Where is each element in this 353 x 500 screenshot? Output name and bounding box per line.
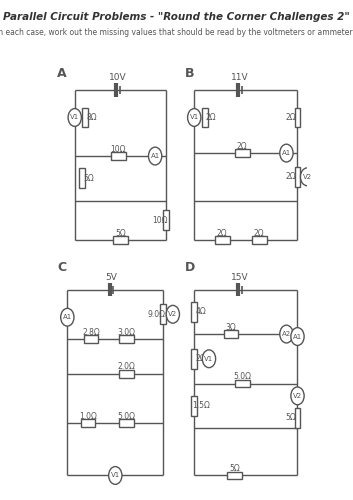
Text: V2: V2 xyxy=(168,312,178,318)
Circle shape xyxy=(61,308,74,326)
Bar xyxy=(84,335,98,343)
Text: 2.0Ω: 2.0Ω xyxy=(118,362,135,371)
Bar xyxy=(113,236,128,244)
Text: 2Ω: 2Ω xyxy=(286,172,296,182)
Bar xyxy=(160,304,166,324)
Text: 2Ω: 2Ω xyxy=(286,113,296,122)
Text: 1.5Ω: 1.5Ω xyxy=(192,401,210,410)
Text: 2Ω: 2Ω xyxy=(196,354,206,364)
Circle shape xyxy=(109,466,122,484)
Text: A: A xyxy=(57,68,67,80)
Bar xyxy=(80,419,95,427)
Text: 4Ω: 4Ω xyxy=(196,308,206,316)
Text: V1: V1 xyxy=(190,114,199,120)
Bar xyxy=(82,108,88,128)
Text: V1: V1 xyxy=(204,356,214,362)
Text: 5.0Ω: 5.0Ω xyxy=(233,372,251,381)
Bar xyxy=(294,108,300,128)
Text: 9.0Ω: 9.0Ω xyxy=(148,310,166,319)
Bar xyxy=(191,396,197,415)
Text: 1.0Ω: 1.0Ω xyxy=(79,412,97,420)
Text: 5Ω: 5Ω xyxy=(115,228,126,237)
Bar xyxy=(252,236,267,244)
Text: C: C xyxy=(57,262,66,274)
Bar xyxy=(294,167,300,186)
Bar xyxy=(191,302,197,322)
Bar xyxy=(163,210,169,230)
Bar xyxy=(119,335,134,343)
Bar xyxy=(119,370,134,378)
Text: 10Ω: 10Ω xyxy=(152,216,167,225)
Bar xyxy=(235,149,250,157)
Text: 3Ω: 3Ω xyxy=(226,322,237,332)
Text: 8Ω: 8Ω xyxy=(86,113,97,122)
Text: 2Ω: 2Ω xyxy=(206,113,216,122)
Bar xyxy=(202,108,208,128)
Text: V1: V1 xyxy=(111,472,120,478)
Circle shape xyxy=(202,350,216,368)
Text: 2Ω: 2Ω xyxy=(254,228,264,237)
Text: A1: A1 xyxy=(150,153,160,159)
Text: V2: V2 xyxy=(293,393,302,399)
Text: 10V: 10V xyxy=(109,74,127,82)
Circle shape xyxy=(291,328,304,345)
Bar xyxy=(191,349,197,368)
Bar xyxy=(235,380,250,388)
Text: 2Ω: 2Ω xyxy=(237,142,247,150)
Text: A2: A2 xyxy=(282,331,291,337)
Text: V1: V1 xyxy=(70,114,79,120)
Text: 5.0Ω: 5.0Ω xyxy=(117,412,135,420)
Circle shape xyxy=(166,306,179,323)
Circle shape xyxy=(291,387,304,405)
Text: 11V: 11V xyxy=(231,74,249,82)
Text: A1: A1 xyxy=(293,334,302,340)
Text: 5V: 5V xyxy=(106,273,118,282)
Text: In each case, work out the missing values that should be read by the voltmeters : In each case, work out the missing value… xyxy=(0,28,353,37)
Bar xyxy=(215,236,230,244)
Bar xyxy=(227,472,242,480)
Text: A1: A1 xyxy=(282,150,291,156)
Text: 15V: 15V xyxy=(231,273,249,282)
Text: 2.8Ω: 2.8Ω xyxy=(82,328,100,336)
Circle shape xyxy=(280,144,293,162)
Text: 2Ω: 2Ω xyxy=(217,228,228,237)
Text: B: B xyxy=(185,68,194,80)
Circle shape xyxy=(149,147,162,165)
Text: 3.0Ω: 3.0Ω xyxy=(117,328,135,336)
Text: 5Ω: 5Ω xyxy=(83,174,94,183)
Bar xyxy=(79,168,85,188)
Circle shape xyxy=(68,108,81,126)
Text: 10Ω: 10Ω xyxy=(110,144,126,154)
Bar xyxy=(224,330,239,338)
Text: A1: A1 xyxy=(63,314,72,320)
Text: 5Ω: 5Ω xyxy=(229,464,240,473)
Text: 5Ω: 5Ω xyxy=(286,413,296,422)
Circle shape xyxy=(280,325,293,343)
Bar xyxy=(294,408,300,428)
Circle shape xyxy=(300,168,314,186)
Circle shape xyxy=(187,108,201,126)
Text: V2: V2 xyxy=(303,174,312,180)
Text: D: D xyxy=(185,262,195,274)
Bar xyxy=(111,152,126,160)
Text: Parallel Circuit Problems - "Round the Corner Challenges 2": Parallel Circuit Problems - "Round the C… xyxy=(3,12,350,22)
Bar xyxy=(119,419,134,427)
